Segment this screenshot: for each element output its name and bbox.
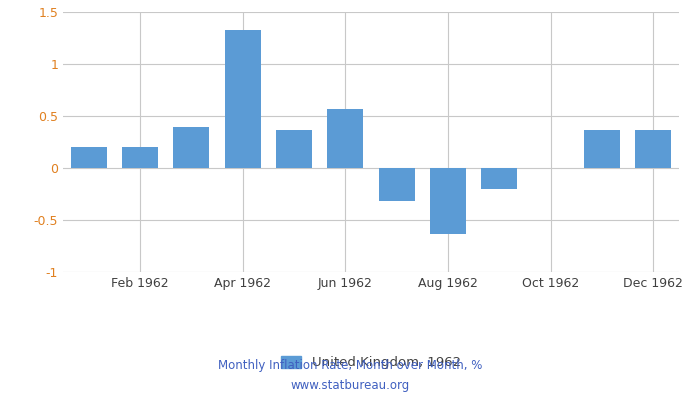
Bar: [430, 168, 466, 234]
Text: Monthly Inflation Rate, Month over Month, %: Monthly Inflation Rate, Month over Month…: [218, 360, 482, 372]
Bar: [122, 147, 158, 168]
Bar: [328, 109, 363, 168]
Bar: [71, 147, 106, 168]
Bar: [225, 30, 260, 168]
Bar: [379, 168, 414, 201]
Bar: [636, 130, 671, 168]
Bar: [482, 168, 517, 189]
Legend: United Kingdom, 1962: United Kingdom, 1962: [276, 351, 466, 375]
Bar: [174, 128, 209, 168]
Text: www.statbureau.org: www.statbureau.org: [290, 380, 410, 392]
Bar: [276, 130, 312, 168]
Bar: [584, 130, 620, 168]
